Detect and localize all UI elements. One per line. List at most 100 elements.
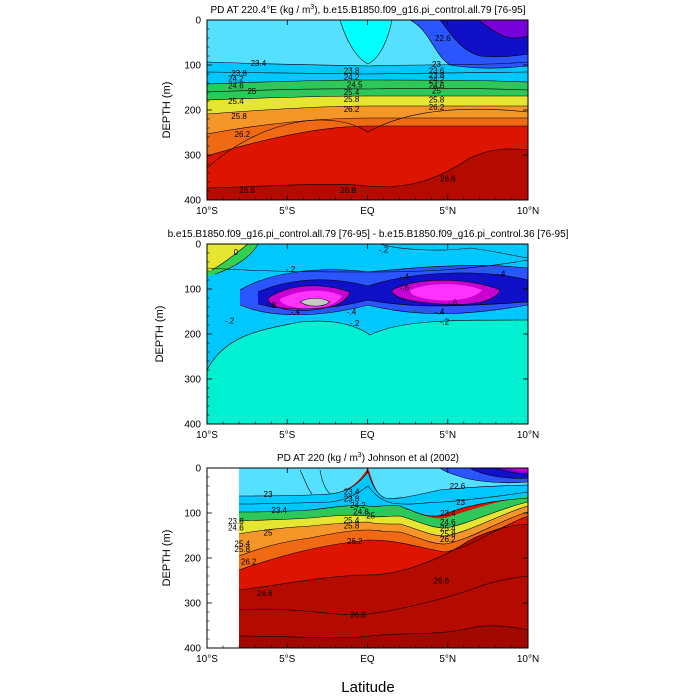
panel-3-contours [238,468,528,639]
contour-label: 25.4 [235,540,251,549]
panel-1-title: PD AT 220.4°E (kg / m3), b.e15.B1850.f09… [211,4,526,16]
contour-label: -.4 [347,308,357,317]
contour-label: 26.6 [257,589,273,598]
contour-label: -.4 [291,308,301,317]
contour-label: 26.6 [239,186,255,195]
panel-3-y-ticks: 0 100 200 300 400 [184,464,528,655]
y-tick-label: 200 [184,106,201,117]
y-tick-label: 400 [184,420,201,431]
contour-label: 25.8 [344,95,360,104]
panel-1-y-ticks: 0 100 200 300 400 [184,16,528,207]
contour-label: 26.6 [440,174,456,183]
y-tick-label: 100 [184,509,201,520]
contour-label: 23.4 [344,487,360,496]
y-tick-label: 100 [184,285,201,296]
x-tick-label: 10°S [196,654,218,665]
panel-1: PD AT 220.4°E (kg / m3), b.e15.B1850.f09… [161,4,539,217]
contour-label: -.2 [286,265,296,274]
contour-label: 26.8 [340,186,356,195]
contour-label: 24.6 [228,523,244,532]
contour-label: 26.2 [344,105,360,114]
x-tick-label: 5°S [279,206,296,217]
contour-label: 25.8 [440,529,456,538]
panel-1-field [207,20,528,200]
contour-label: 25.8 [235,545,251,554]
contour-label: 24.2 [344,73,360,82]
x-tick-label: 5°N [439,206,456,217]
x-tick-label: 10°N [517,206,539,217]
panel-2-field [207,244,528,424]
panel-3-x-ticks: 10°S 5°S EQ 5°N 10°N [196,468,539,665]
contour-label: 25.8 [231,112,247,121]
contour-label: 24.6 [429,81,445,90]
contour-label: 24.6 [228,81,244,90]
contour-label: 25.8 [429,96,445,105]
panel-2-title: b.e15.B1850.f09_g16.pi_control.all.79 [7… [168,229,569,240]
panel-3-title: PD AT 220 (kg / m3) Johnson et al (2002) [277,452,459,464]
panel-3-field [239,468,528,648]
contour-label: -.4 [496,269,506,278]
contour-label: 26.2 [429,103,445,112]
y-tick-label: 0 [195,16,201,27]
contour-label: 25.8 [344,522,360,531]
x-tick-label: EQ [360,654,375,665]
x-tick-label: EQ [360,430,375,441]
contour-label: 25 [264,528,273,537]
panel-1-contours [207,20,528,189]
x-tick-label: EQ [360,206,375,217]
contour-label: -.6 [400,284,410,293]
contour-label: 0 [234,248,239,257]
panel-3: PD AT 220 (kg / m3) Johnson et al (2002) [161,452,539,665]
contour-label: 24.5 [347,80,363,89]
contour-label: 23 [432,60,441,69]
contour-label: 25 [247,87,256,96]
contour-label: 24.2 [228,75,244,84]
x-axis-label: Latitude [341,679,394,696]
contour-label: 24.6 [440,518,456,527]
panel-2-y-ticks: 0 100 200 300 400 [184,240,528,431]
panel-2-contours [207,244,528,371]
contour-label: 23.8 [344,66,360,75]
x-tick-label: 10°N [517,430,539,441]
contour-label: 23.4 [440,509,456,518]
contour-label: 26.2 [235,130,251,139]
x-tick-label: 10°N [517,654,539,665]
x-tick-label: 5°N [439,430,456,441]
contour-label: 24.2 [429,75,445,84]
contour-label: -.4 [435,308,445,317]
contour-label: 25 [432,87,441,96]
contour-label: -.8 [267,301,277,310]
x-tick-label: 5°N [439,654,456,665]
contour-label: 26.2 [241,558,257,567]
panel-2: b.e15.B1850.f09_g16.pi_control.all.79 [7… [154,229,569,441]
contour-label: 23.8 [228,517,244,526]
contour-label: 25.4 [344,88,360,97]
contour-label: 26.8 [350,610,366,619]
panel-3-ylabel: DEPTH (m) [161,530,173,587]
contour-label: 25 [366,511,375,520]
y-tick-label: 0 [195,240,201,251]
y-tick-label: 300 [184,375,201,386]
contour-label: 23.8 [231,69,247,78]
y-tick-label: 400 [184,644,201,655]
y-tick-label: 200 [184,330,201,341]
y-tick-label: 300 [184,599,201,610]
contour-label: 23.6 [429,66,445,75]
contour-label: 24.2 [350,501,366,510]
panel-3-contour-labels: 2323.423.824.62525.425.826.226.626.826.6… [228,482,466,619]
panel-2-ylabel: DEPTH (m) [154,306,166,363]
contour-label: 23.8 [429,71,445,80]
contour-label: 22.6 [435,34,451,43]
contour-label: -.2 [440,317,450,326]
x-tick-label: 10°S [196,430,218,441]
contour-label: -.2 [379,245,389,254]
x-tick-label: 10°S [196,206,218,217]
x-tick-label: 5°S [279,430,296,441]
contour-label: -.4 [400,272,410,281]
contour-label: 24.8 [353,508,369,517]
panel-2-contour-labels: 0-.2-.2-.4 -.4-.6-.8 -.6-.4 -.4 -.4-.2 -.2-.2 [225,245,506,327]
contour-label: 23 [456,498,465,507]
contour-label: -.2 [225,317,235,326]
